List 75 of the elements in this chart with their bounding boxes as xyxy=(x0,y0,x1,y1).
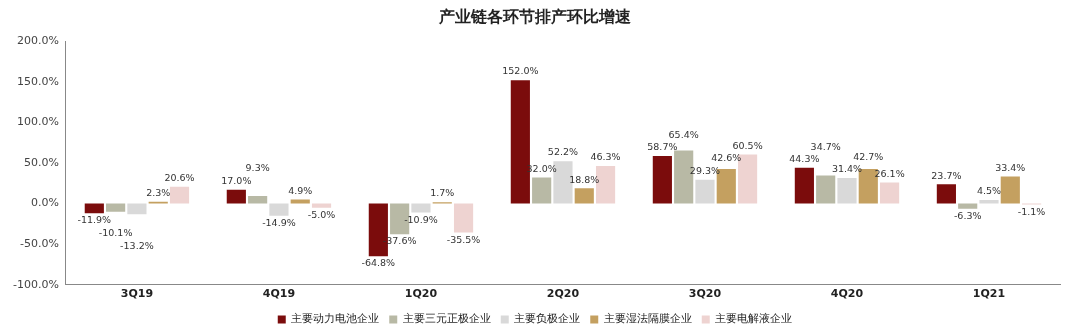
bar xyxy=(794,167,814,204)
data-label: 17.0% xyxy=(221,175,252,187)
data-label: 33.4% xyxy=(995,161,1026,173)
x-tick-label: 3Q20 xyxy=(688,287,722,301)
bar xyxy=(1000,176,1020,204)
bar xyxy=(411,203,431,213)
bar xyxy=(106,203,126,212)
y-tick-label: 100.0% xyxy=(16,115,59,129)
bar xyxy=(248,196,268,204)
bar xyxy=(84,203,104,214)
data-label: -64.8% xyxy=(361,257,396,269)
data-label: 52.2% xyxy=(547,146,579,158)
bar xyxy=(958,203,978,209)
y-tick-label: -100.0% xyxy=(12,277,59,291)
bar xyxy=(880,182,900,204)
data-label: -1.1% xyxy=(1017,205,1046,217)
bar xyxy=(936,184,956,204)
legend-label: 主要湿法隔膜企业 xyxy=(603,312,692,326)
bar xyxy=(290,199,310,204)
data-label: 46.3% xyxy=(590,151,621,163)
bar xyxy=(979,199,999,204)
bar xyxy=(837,178,857,204)
data-label: -14.9% xyxy=(262,216,296,228)
data-label: -35.5% xyxy=(446,233,481,245)
data-label: 152.0% xyxy=(502,65,539,77)
data-label: 44.3% xyxy=(789,152,820,164)
data-label: 34.7% xyxy=(810,140,841,152)
bar xyxy=(269,203,289,216)
x-tick-label: 4Q20 xyxy=(830,287,864,301)
bar xyxy=(652,155,672,204)
data-label: -6.3% xyxy=(953,209,982,221)
data-label: 20.6% xyxy=(164,172,195,184)
data-label: 4.5% xyxy=(976,185,1002,197)
data-label: 42.7% xyxy=(853,151,884,163)
data-label: -10.9% xyxy=(404,213,438,225)
y-tick-label: 0.0% xyxy=(30,196,59,210)
x-tick-label: 3Q19 xyxy=(120,287,154,301)
data-label: -13.2% xyxy=(120,239,154,251)
bar xyxy=(574,188,594,204)
data-label: -11.9% xyxy=(77,214,112,226)
bar xyxy=(311,203,332,208)
y-tick-label: 50.0% xyxy=(23,155,59,169)
bar xyxy=(453,203,474,233)
data-label: 31.4% xyxy=(831,163,863,175)
bar xyxy=(169,186,190,204)
data-label: 4.9% xyxy=(288,184,313,196)
x-tick-label: 1Q20 xyxy=(404,287,438,301)
x-tick-label: 1Q21 xyxy=(972,287,1006,301)
data-label: 2.3% xyxy=(146,186,171,198)
data-label: 9.3% xyxy=(245,162,270,174)
y-tick-label: -50.0% xyxy=(19,237,59,251)
bar xyxy=(695,179,715,204)
x-tick-label: 2Q20 xyxy=(546,287,580,301)
data-label: 60.5% xyxy=(732,139,763,151)
bar xyxy=(226,189,246,204)
x-tick-label: 4Q19 xyxy=(262,287,296,301)
data-label: 18.8% xyxy=(569,173,600,185)
data-label: 42.6% xyxy=(711,152,742,164)
data-label: 1.7% xyxy=(430,187,455,199)
data-label: 65.4% xyxy=(668,128,699,140)
data-label: 58.7% xyxy=(647,141,678,153)
legend-label: 主要电解液企业 xyxy=(715,312,793,326)
data-label: -5.0% xyxy=(307,208,336,220)
bar xyxy=(532,177,552,204)
y-tick-label: 200.0% xyxy=(16,34,59,48)
chart-title: 产业链各环节排产环比增速 xyxy=(438,6,632,26)
y-tick-label: 150.0% xyxy=(16,74,59,88)
data-label: 29.3% xyxy=(689,165,721,177)
legend-label: 主要三元正极企业 xyxy=(402,312,491,326)
data-label: 23.7% xyxy=(931,169,962,181)
data-label: -10.1% xyxy=(98,227,133,239)
bar xyxy=(816,175,836,204)
bar xyxy=(127,203,147,215)
legend-label: 主要动力电池企业 xyxy=(291,312,380,326)
legend-label: 主要负极企业 xyxy=(514,312,581,326)
